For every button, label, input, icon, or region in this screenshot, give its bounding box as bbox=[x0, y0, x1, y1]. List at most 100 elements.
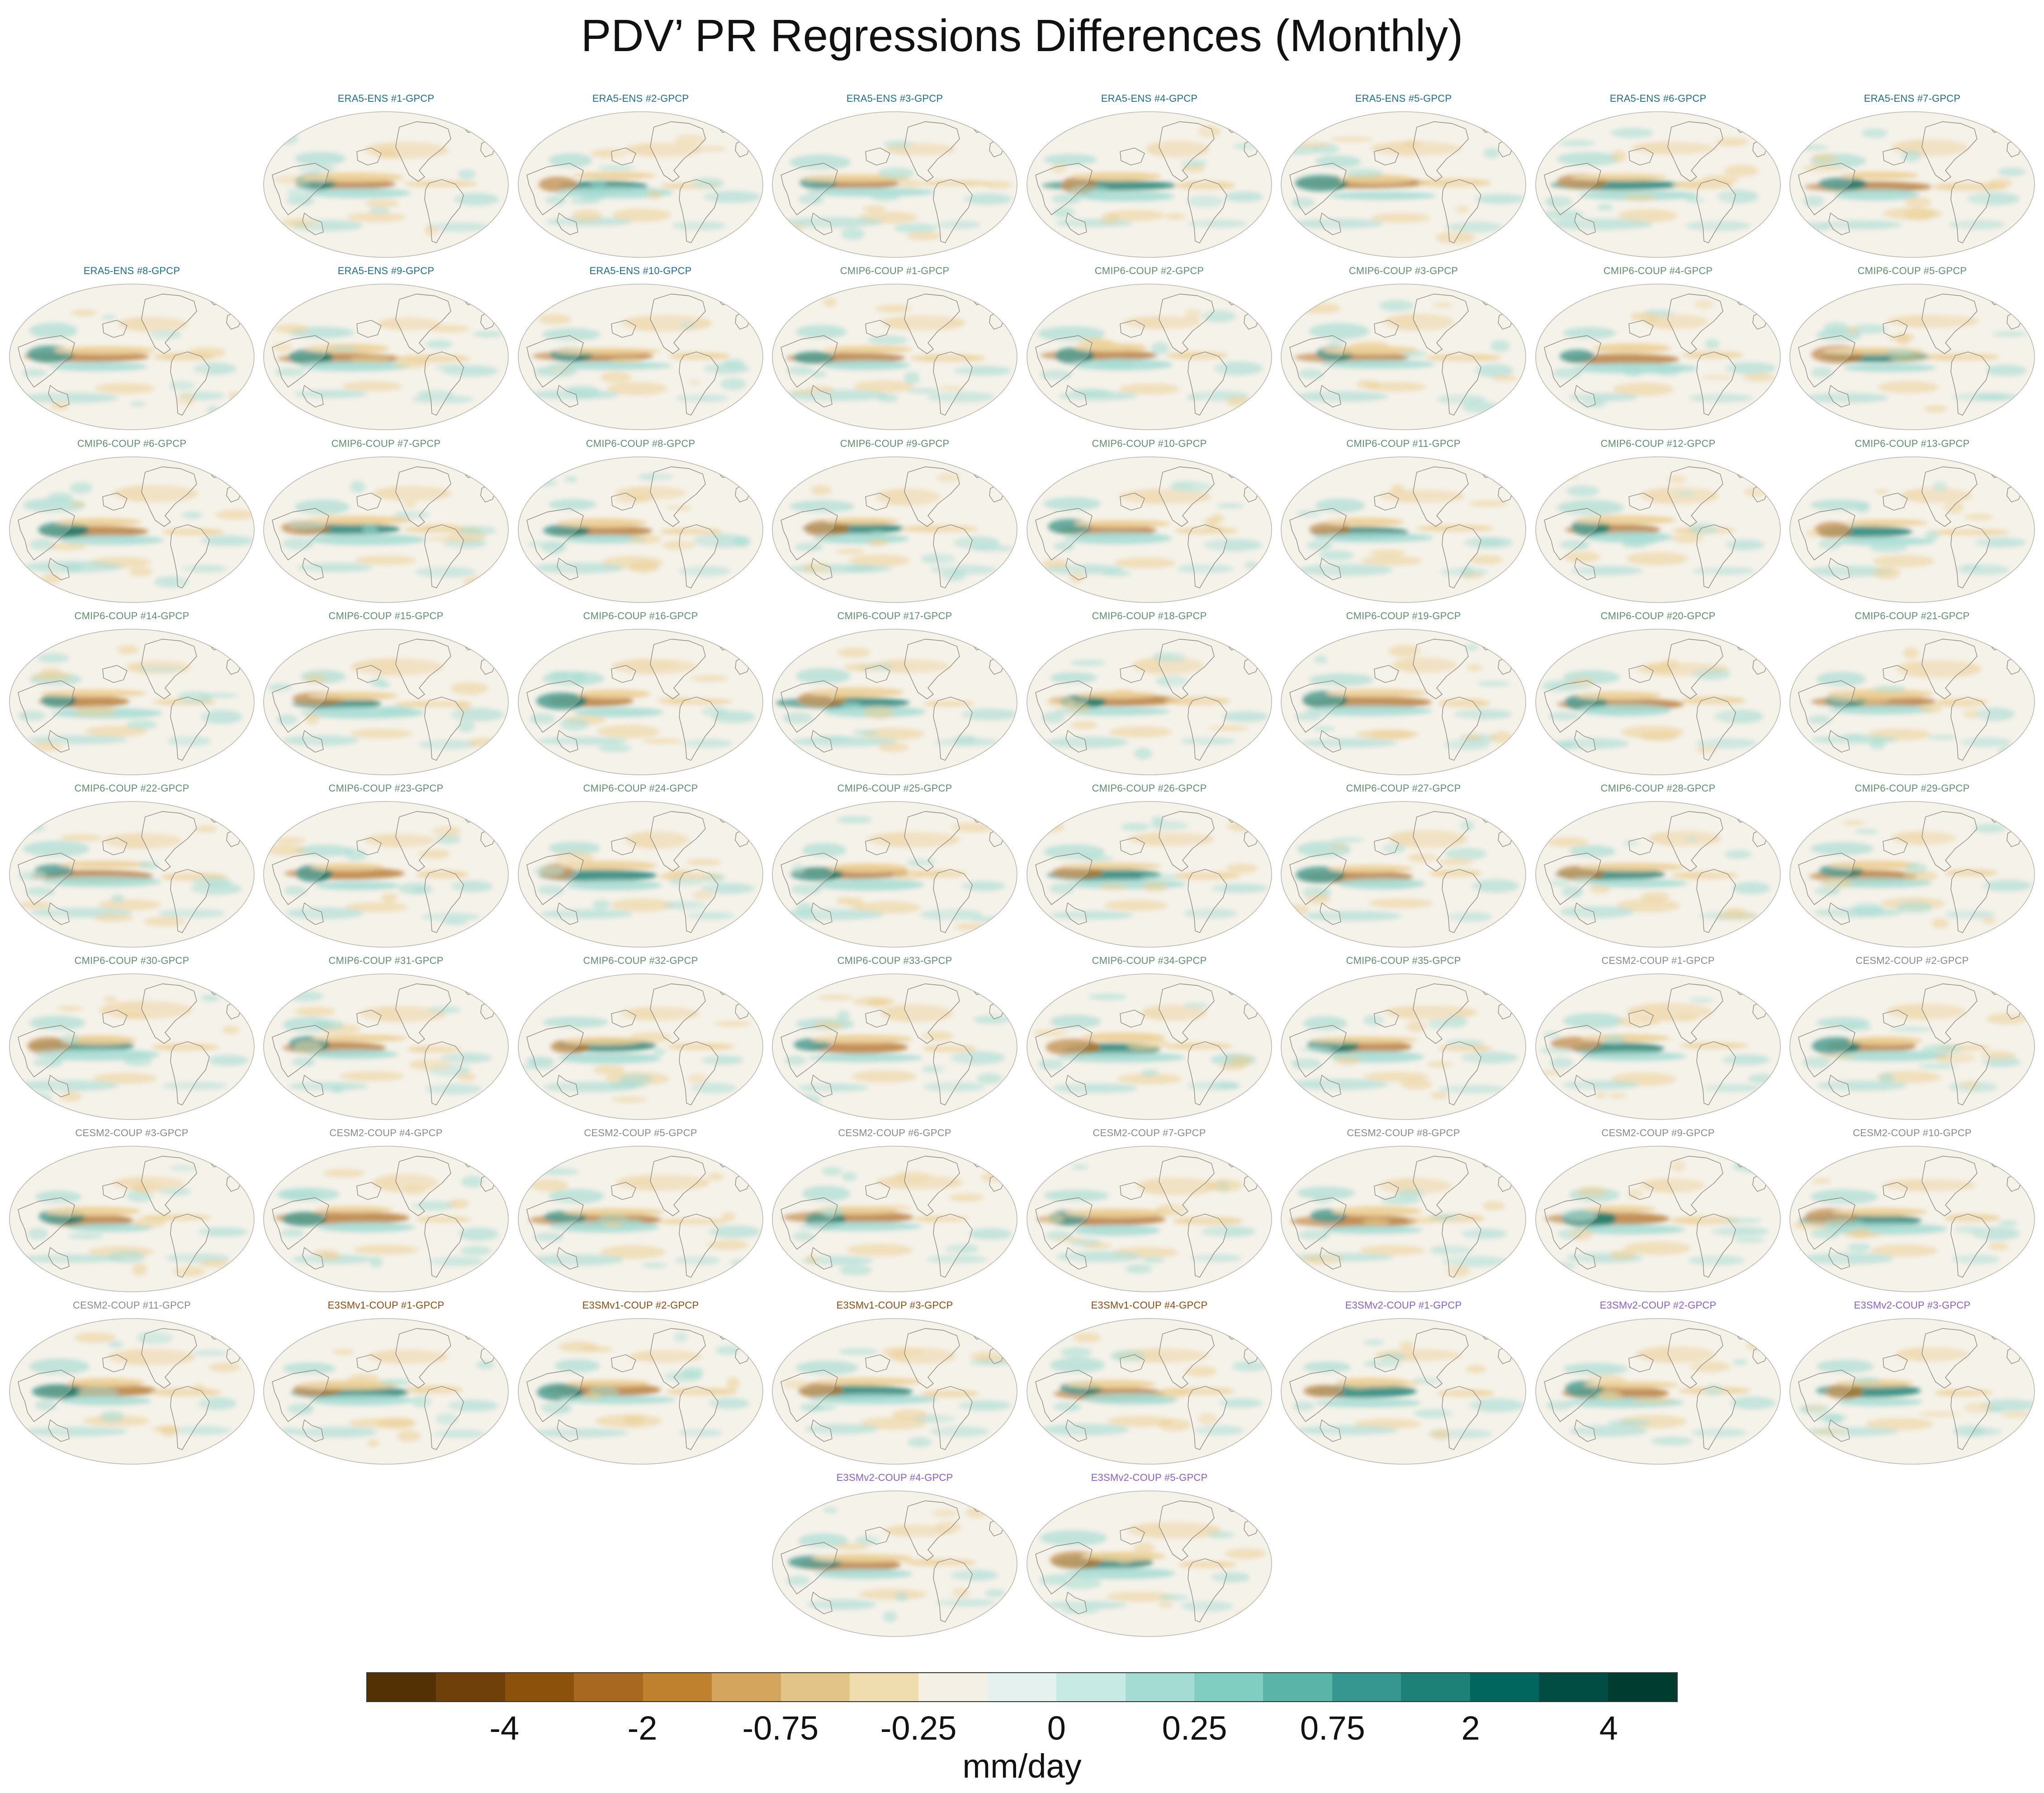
globe-map bbox=[263, 111, 509, 258]
map-panel: ERA5-ENS #6-GPCP bbox=[1533, 93, 1783, 260]
map-panel-title: CMIP6-COUP #25-GPCP bbox=[837, 783, 952, 794]
globe-map bbox=[1281, 801, 1526, 948]
globe-map bbox=[772, 973, 1017, 1120]
map-panel-title: CMIP6-COUP #26-GPCP bbox=[1092, 783, 1207, 794]
map-panel-title: CMIP6-COUP #32-GPCP bbox=[583, 955, 698, 966]
map-panel: CMIP6-COUP #18-GPCP bbox=[1024, 610, 1274, 778]
map-panel: CMIP6-COUP #28-GPCP bbox=[1533, 783, 1783, 950]
map-panel: CMIP6-COUP #33-GPCP bbox=[770, 955, 1020, 1122]
colorbar-segment bbox=[367, 1673, 436, 1701]
globe-map bbox=[1535, 801, 1781, 948]
map-panel: CMIP6-COUP #15-GPCP bbox=[261, 610, 511, 778]
colorbar-segment bbox=[781, 1673, 850, 1701]
colorbar-tick-label: 2 bbox=[1461, 1709, 1480, 1747]
colorbar-segment bbox=[987, 1673, 1057, 1701]
map-panel: E3SMv1-COUP #4-GPCP bbox=[1024, 1300, 1274, 1467]
figure-title: PDV’ PR Regressions Differences (Monthly… bbox=[581, 10, 1463, 61]
globe-map bbox=[263, 801, 509, 948]
globe-map bbox=[772, 111, 1017, 258]
globe-map bbox=[1535, 973, 1781, 1120]
map-panel: CMIP6-COUP #6-GPCP bbox=[7, 438, 257, 605]
colorbar-tick-label: -0.75 bbox=[742, 1709, 819, 1747]
map-panel-title: CMIP6-COUP #23-GPCP bbox=[328, 783, 444, 794]
globe-map bbox=[1027, 1318, 1272, 1465]
colorbar-segment bbox=[505, 1673, 574, 1701]
map-panel-title: CESM2-COUP #11-GPCP bbox=[73, 1300, 191, 1311]
colorbar-units: mm/day bbox=[962, 1747, 1082, 1785]
globe-map bbox=[1789, 1318, 2035, 1465]
globe-map bbox=[9, 1146, 255, 1292]
map-panel-title: E3SMv2-COUP #2-GPCP bbox=[1599, 1300, 1717, 1311]
globe-map bbox=[518, 973, 763, 1120]
globe-map bbox=[518, 1318, 763, 1465]
colorbar-segment bbox=[1056, 1673, 1126, 1701]
map-panel-title: CESM2-COUP #10-GPCP bbox=[1853, 1127, 1972, 1138]
map-panel-title: CMIP6-COUP #4-GPCP bbox=[1603, 265, 1713, 276]
colorbar-tick-label: 0.75 bbox=[1300, 1709, 1365, 1747]
map-panel-title: ERA5-ENS #7-GPCP bbox=[1864, 93, 1961, 104]
globe-map bbox=[772, 456, 1017, 603]
globe-map bbox=[1027, 284, 1272, 430]
map-panel-title: ERA5-ENS #3-GPCP bbox=[846, 93, 943, 104]
map-panel: ERA5-ENS #1-GPCP bbox=[261, 93, 511, 260]
map-panel-title: ERA5-ENS #10-GPCP bbox=[589, 265, 692, 276]
map-panel-title: CMIP6-COUP #35-GPCP bbox=[1346, 955, 1461, 966]
map-panel: CMIP6-COUP #32-GPCP bbox=[516, 955, 766, 1122]
globe-map bbox=[9, 629, 255, 775]
map-panel: CESM2-COUP #10-GPCP bbox=[1787, 1127, 2037, 1295]
map-panel-title: E3SMv2-COUP #1-GPCP bbox=[1345, 1300, 1462, 1311]
globe-map bbox=[1535, 284, 1781, 430]
globe-map bbox=[1027, 1146, 1272, 1292]
map-panel: CMIP6-COUP #27-GPCP bbox=[1278, 783, 1528, 950]
map-panel-title: ERA5-ENS #6-GPCP bbox=[1609, 93, 1707, 104]
colorbar-segment bbox=[643, 1673, 712, 1701]
map-panel: CESM2-COUP #5-GPCP bbox=[516, 1127, 766, 1295]
globe-map bbox=[1535, 1318, 1781, 1465]
globe-map bbox=[1789, 284, 2035, 430]
map-panel: CMIP6-COUP #24-GPCP bbox=[516, 783, 766, 950]
map-panel-title: CMIP6-COUP #5-GPCP bbox=[1857, 265, 1967, 276]
map-panel: CMIP6-COUP #30-GPCP bbox=[7, 955, 257, 1122]
globe-map bbox=[518, 456, 763, 603]
map-panel-title: CMIP6-COUP #21-GPCP bbox=[1855, 610, 1970, 621]
map-panel: ERA5-ENS #9-GPCP bbox=[261, 265, 511, 432]
map-panel: ERA5-ENS #4-GPCP bbox=[1024, 93, 1274, 260]
map-panel: CMIP6-COUP #10-GPCP bbox=[1024, 438, 1274, 605]
map-panel: E3SMv2-COUP #2-GPCP bbox=[1533, 1300, 1783, 1467]
map-panel: ERA5-ENS #10-GPCP bbox=[516, 265, 766, 432]
map-panel: ERA5-ENS #2-GPCP bbox=[516, 93, 766, 260]
globe-map bbox=[1281, 1318, 1526, 1465]
colorbar-tick-label: -2 bbox=[627, 1709, 658, 1747]
map-panel: ERA5-ENS #3-GPCP bbox=[770, 93, 1020, 260]
map-panel-title: CMIP6-COUP #16-GPCP bbox=[583, 610, 698, 621]
map-panel: CMIP6-COUP #3-GPCP bbox=[1278, 265, 1528, 432]
map-panel-title: CESM2-COUP #3-GPCP bbox=[75, 1127, 189, 1138]
map-panel: CESM2-COUP #4-GPCP bbox=[261, 1127, 511, 1295]
colorbar-tick-label: -0.25 bbox=[880, 1709, 957, 1747]
map-panel-title: CMIP6-COUP #20-GPCP bbox=[1600, 610, 1716, 621]
colorbar-segment bbox=[574, 1673, 643, 1701]
map-panel-title: CESM2-COUP #6-GPCP bbox=[838, 1127, 951, 1138]
map-panel-title: CMIP6-COUP #33-GPCP bbox=[837, 955, 952, 966]
map-panel-title: ERA5-ENS #5-GPCP bbox=[1355, 93, 1452, 104]
map-panel-title: E3SMv2-COUP #4-GPCP bbox=[836, 1472, 953, 1483]
map-panel: CESM2-COUP #8-GPCP bbox=[1278, 1127, 1528, 1295]
map-panel-title: CMIP6-COUP #27-GPCP bbox=[1346, 783, 1461, 794]
colorbar-segment bbox=[1194, 1673, 1263, 1701]
map-panel: CMIP6-COUP #22-GPCP bbox=[7, 783, 257, 950]
map-panel: CESM2-COUP #6-GPCP bbox=[770, 1127, 1020, 1295]
map-panel-title: E3SMv1-COUP #3-GPCP bbox=[836, 1300, 953, 1311]
map-panel-title: CMIP6-COUP #10-GPCP bbox=[1092, 438, 1207, 449]
globe-map bbox=[9, 801, 255, 948]
map-panel: CMIP6-COUP #1-GPCP bbox=[770, 265, 1020, 432]
map-panel: CMIP6-COUP #35-GPCP bbox=[1278, 955, 1528, 1122]
colorbar-segment bbox=[849, 1673, 919, 1701]
globe-map bbox=[1281, 111, 1526, 258]
map-panel-title: CESM2-COUP #9-GPCP bbox=[1601, 1127, 1715, 1138]
map-panel: CMIP6-COUP #5-GPCP bbox=[1787, 265, 2037, 432]
map-panel-title: CMIP6-COUP #2-GPCP bbox=[1094, 265, 1204, 276]
colorbar-tick-label: 0.25 bbox=[1162, 1709, 1227, 1747]
globe-map bbox=[1027, 629, 1272, 775]
map-panel: CMIP6-COUP #29-GPCP bbox=[1787, 783, 2037, 950]
globe-map bbox=[1281, 1146, 1526, 1292]
